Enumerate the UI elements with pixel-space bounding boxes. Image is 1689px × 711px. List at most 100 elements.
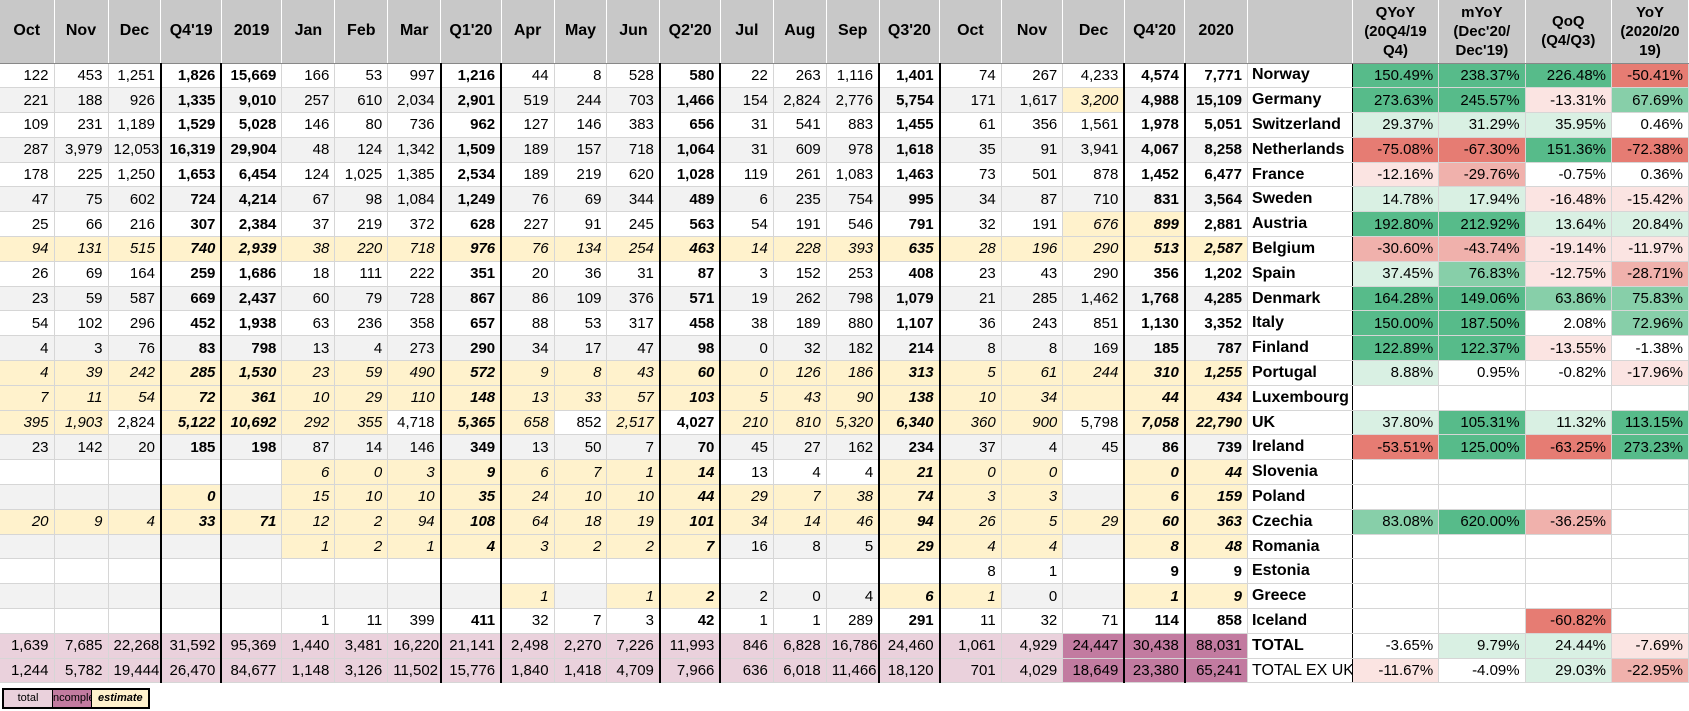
percent-cell[interactable]: -16.48%	[1525, 186, 1613, 213]
table-cell[interactable]: 91	[1001, 137, 1064, 163]
total-cell[interactable]: 23,380	[1123, 658, 1186, 684]
table-cell[interactable]: 434	[1184, 385, 1248, 411]
table-cell[interactable]: 16	[720, 534, 774, 560]
table-cell[interactable]: 290	[1062, 236, 1125, 262]
table-cell[interactable]: 658	[501, 410, 555, 436]
total-cell[interactable]: 2,270	[554, 633, 608, 659]
table-cell[interactable]: 259	[159, 261, 223, 287]
table-cell[interactable]: 228	[773, 236, 827, 262]
total-cell[interactable]: 24,447	[1062, 633, 1125, 659]
table-cell[interactable]: 43	[773, 385, 827, 411]
table-cell[interactable]: 810	[773, 410, 827, 436]
table-cell[interactable]: 976	[439, 236, 503, 262]
table-cell[interactable]: 718	[606, 137, 661, 163]
percent-cell[interactable]: 14.78%	[1352, 186, 1440, 213]
percent-cell[interactable]: 122.89%	[1352, 335, 1440, 362]
table-cell[interactable]: 0	[1001, 583, 1064, 610]
total-cell[interactable]: 7,966	[658, 658, 722, 684]
table-cell[interactable]: 5	[1001, 509, 1064, 535]
percent-cell[interactable]	[1352, 608, 1440, 634]
table-cell[interactable]: 5,320	[826, 410, 880, 436]
table-cell[interactable]	[554, 583, 608, 610]
column-header[interactable]: May	[554, 0, 608, 64]
table-cell[interactable]: 9	[1184, 583, 1248, 610]
table-cell[interactable]: 2	[658, 583, 722, 610]
table-cell[interactable]: 2,939	[221, 236, 283, 262]
table-cell[interactable]: 490	[387, 360, 442, 386]
percent-cell[interactable]: 29.03%	[1525, 658, 1613, 684]
percent-cell[interactable]: 164.28%	[1352, 286, 1440, 312]
table-cell[interactable]: 157	[554, 137, 608, 163]
table-cell[interactable]: 6,454	[221, 162, 283, 188]
table-cell[interactable]	[720, 558, 774, 585]
table-cell[interactable]	[439, 558, 503, 585]
percent-cell[interactable]	[1611, 385, 1689, 411]
table-cell[interactable]: 35	[439, 484, 503, 510]
table-cell[interactable]: 273	[387, 335, 442, 362]
table-cell[interactable]: 3	[387, 459, 442, 486]
percent-cell[interactable]	[1352, 534, 1440, 560]
table-cell[interactable]: 32	[1001, 608, 1064, 634]
table-cell[interactable]: 9	[1123, 558, 1186, 585]
table-cell[interactable]: 87	[281, 434, 336, 461]
table-cell[interactable]: 411	[439, 608, 503, 634]
table-cell[interactable]: 4,214	[221, 186, 283, 213]
table-cell[interactable]: 110	[387, 385, 442, 411]
table-cell[interactable]: 189	[773, 310, 827, 337]
table-cell[interactable]: 32	[501, 608, 555, 634]
table-cell[interactable]: 1,452	[1123, 162, 1186, 188]
table-cell[interactable]: 189	[501, 162, 555, 188]
table-cell[interactable]: 94	[0, 236, 55, 262]
table-cell[interactable]: 1,189	[108, 112, 162, 138]
table-cell[interactable]: 2,587	[1184, 236, 1248, 262]
table-cell[interactable]: 53	[334, 63, 389, 89]
table-cell[interactable]: 4,285	[1184, 286, 1248, 312]
table-cell[interactable]: 4	[0, 360, 55, 386]
table-cell[interactable]: 164	[108, 261, 162, 287]
percent-cell[interactable]: 11.32%	[1525, 410, 1613, 436]
table-cell[interactable]: 0	[159, 484, 223, 510]
percent-cell[interactable]	[1438, 608, 1526, 634]
table-cell[interactable]: 1	[1001, 558, 1064, 585]
table-cell[interactable]: 501	[1001, 162, 1064, 188]
table-cell[interactable]: 900	[1001, 410, 1064, 436]
total-cell[interactable]: 18,649	[1062, 658, 1125, 684]
table-cell[interactable]	[221, 558, 283, 585]
table-cell[interactable]: 754	[826, 186, 880, 213]
table-cell[interactable]: 134	[554, 236, 608, 262]
table-cell[interactable]: 1,903	[54, 410, 109, 436]
percent-cell[interactable]: 149.06%	[1438, 286, 1526, 312]
table-cell[interactable]	[221, 534, 283, 560]
table-cell[interactable]: 2	[606, 534, 661, 560]
table-cell[interactable]: 37	[939, 434, 1002, 461]
table-cell[interactable]	[159, 558, 223, 585]
table-cell[interactable]: 1,509	[439, 137, 503, 163]
table-cell[interactable]: 43	[1001, 261, 1064, 287]
table-cell[interactable]: 20	[0, 509, 55, 535]
total-cell[interactable]: 6,018	[773, 658, 827, 684]
table-cell[interactable]: 54	[720, 211, 774, 238]
table-cell[interactable]: 76	[501, 236, 555, 262]
percent-cell[interactable]: -11.67%	[1352, 658, 1440, 684]
table-cell[interactable]: 6	[281, 459, 336, 486]
summary-header[interactable]: QoQ (Q4/Q3)	[1525, 0, 1613, 64]
table-cell[interactable]	[108, 459, 162, 486]
table-cell[interactable]: 1,025	[334, 162, 389, 188]
table-cell[interactable]: 1,079	[878, 286, 941, 312]
percent-cell[interactable]	[1352, 583, 1440, 610]
table-cell[interactable]: 962	[439, 112, 503, 138]
percent-cell[interactable]: 150.00%	[1352, 310, 1440, 337]
table-cell[interactable]: 15	[281, 484, 336, 510]
table-cell[interactable]: 349	[439, 434, 503, 461]
table-cell[interactable]: 13	[720, 459, 774, 486]
percent-cell[interactable]	[1438, 558, 1526, 585]
table-cell[interactable]: 34	[939, 186, 1002, 213]
table-cell[interactable]: 1,130	[1123, 310, 1186, 337]
table-cell[interactable]: 4	[1001, 434, 1064, 461]
table-cell[interactable]: 2,534	[439, 162, 503, 188]
table-cell[interactable]: 296	[108, 310, 162, 337]
table-cell[interactable]: 995	[878, 186, 941, 213]
table-cell[interactable]: 1	[939, 583, 1002, 610]
column-header[interactable]: Jun	[606, 0, 661, 64]
column-header[interactable]: Q1'20	[440, 0, 502, 64]
